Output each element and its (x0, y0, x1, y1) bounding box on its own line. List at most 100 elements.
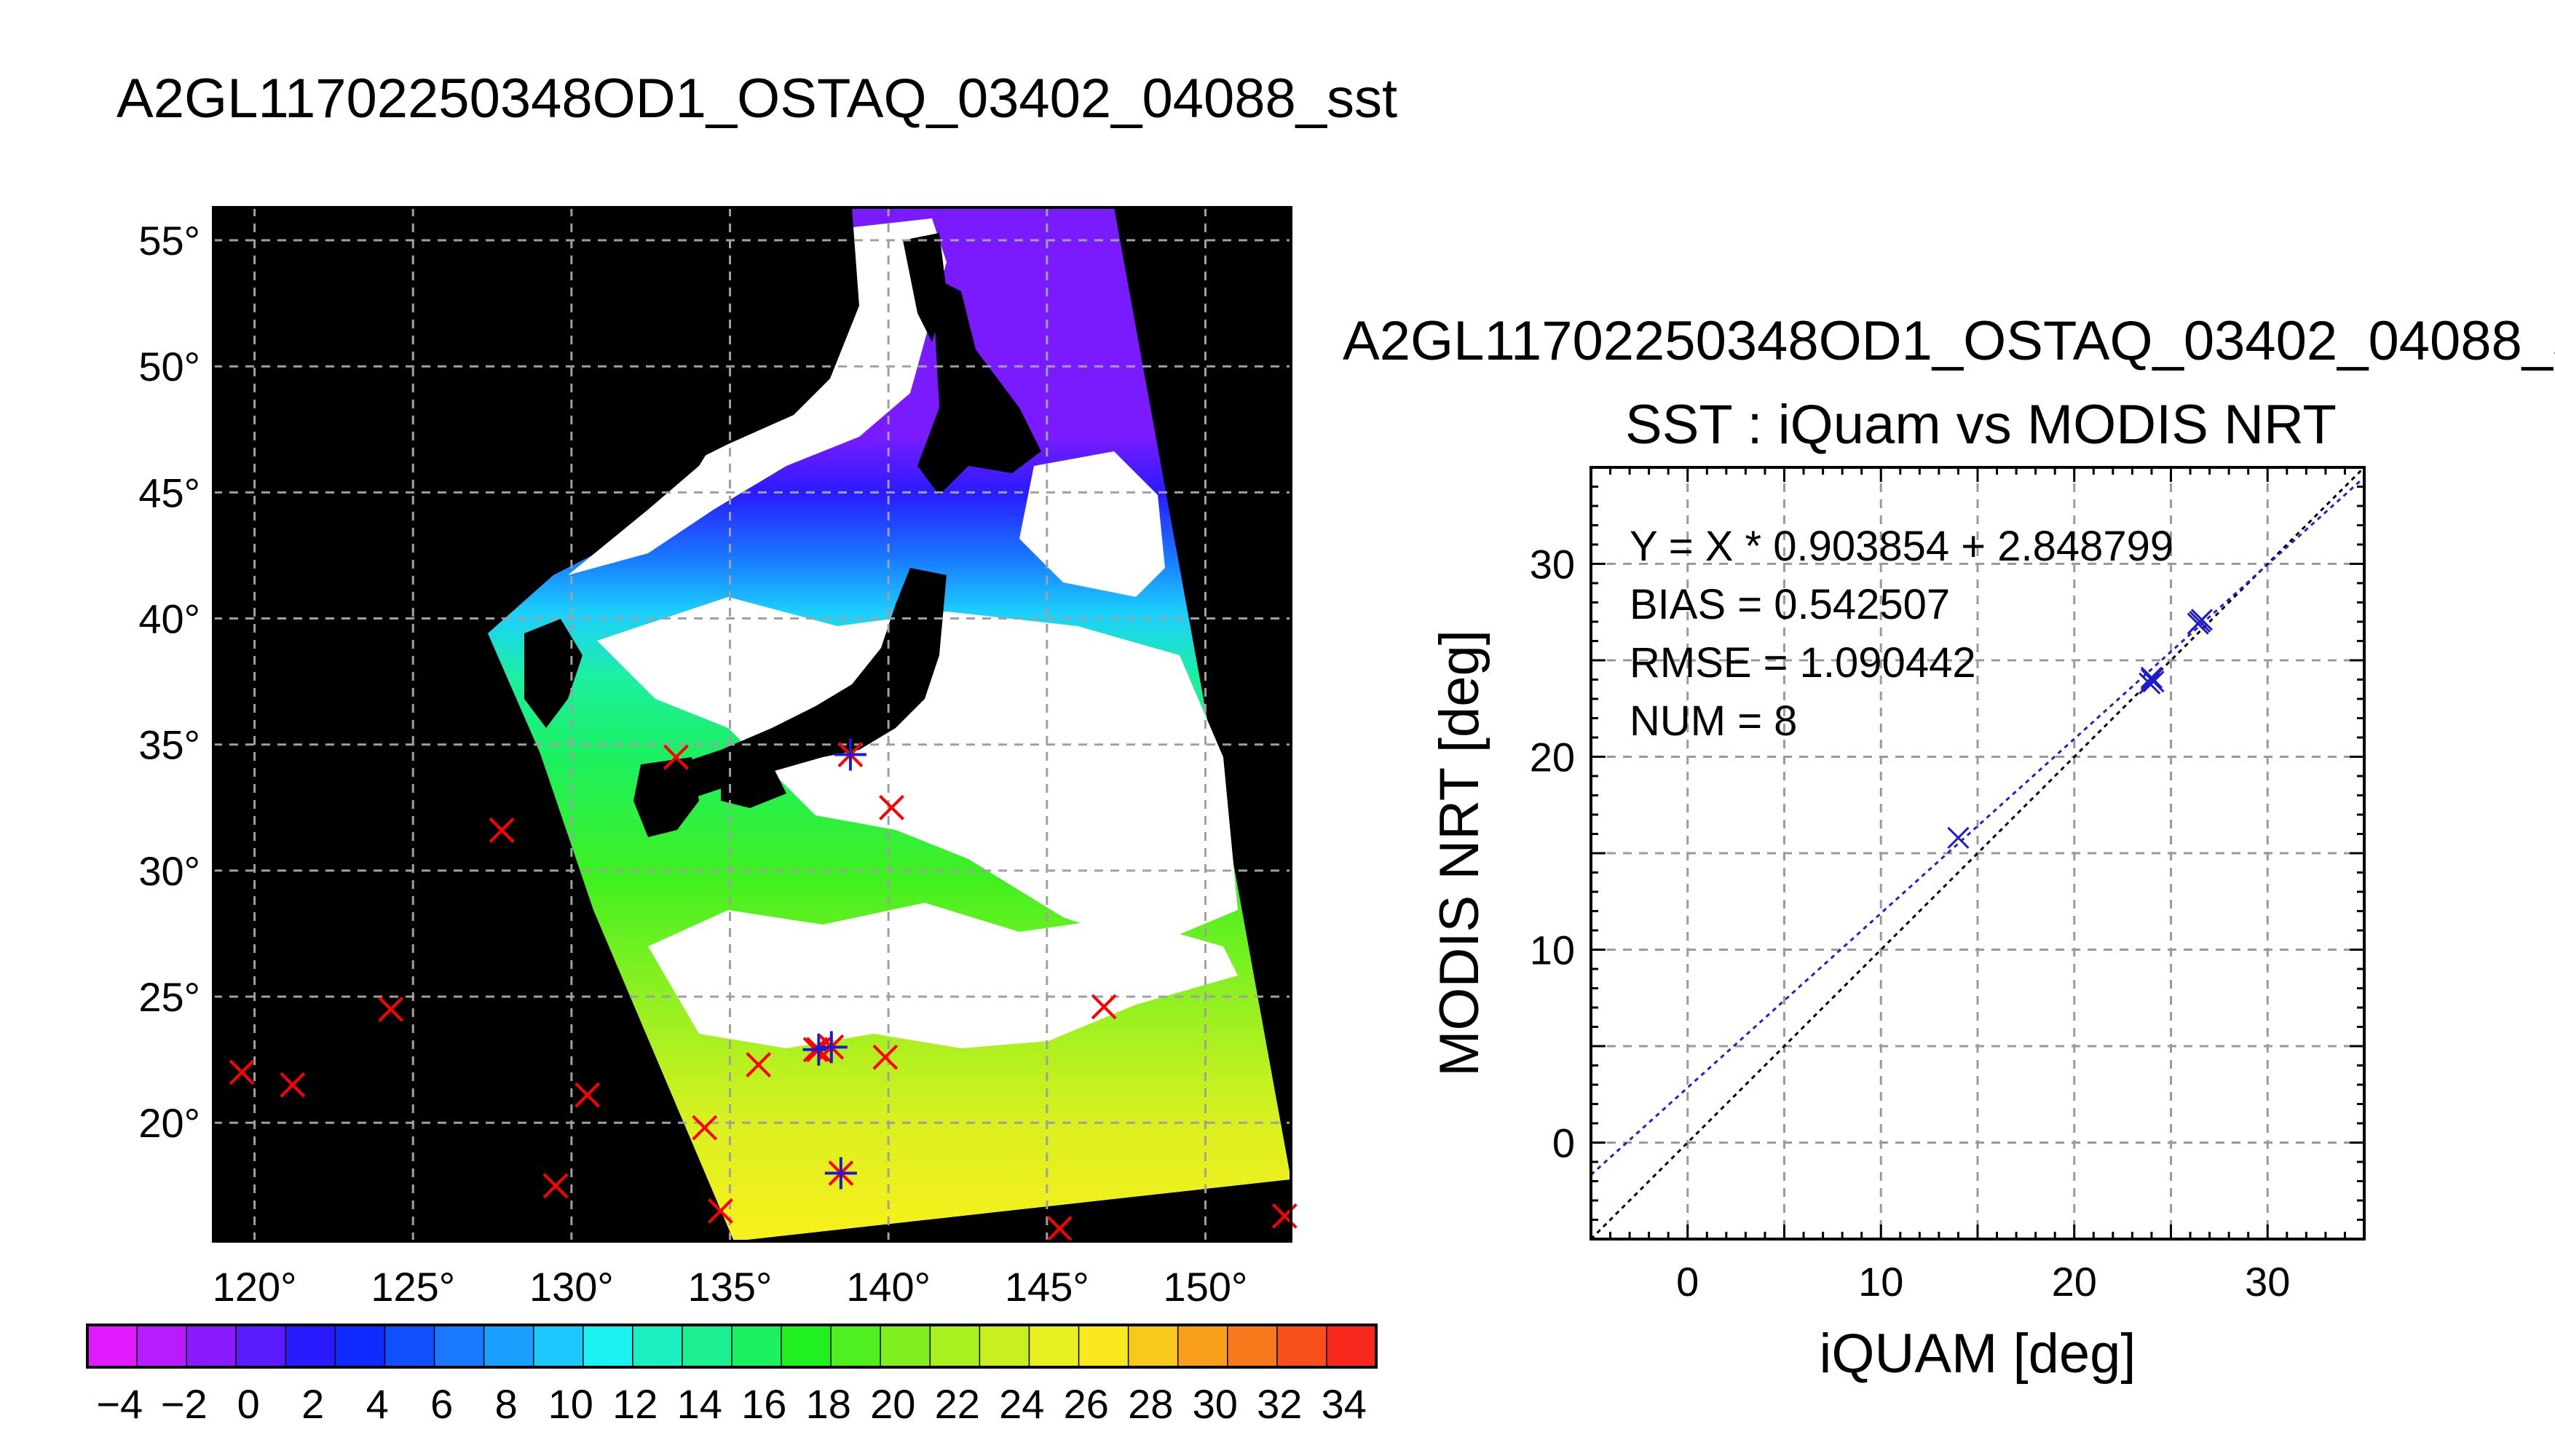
colorbar-swatch (235, 1324, 287, 1368)
land-kyushu (633, 757, 699, 837)
buoy-marker (663, 744, 689, 770)
x-tick-label: 10 (1858, 1259, 1903, 1305)
land-continent (524, 207, 859, 582)
colorbar-tick-label: 2 (301, 1381, 324, 1427)
colorbar-swatch (1326, 1324, 1378, 1368)
colorbar-swatch (1078, 1324, 1129, 1368)
y-tick-label: 10 (1530, 927, 1575, 973)
lon-tick-label: 135° (688, 1264, 773, 1310)
buoy-marker (1091, 994, 1117, 1020)
scatter-points (1947, 609, 2214, 849)
cloud-south (648, 903, 1238, 1048)
colorbar-swatch (583, 1324, 634, 1368)
buoy-marker (692, 1115, 718, 1141)
colorbar-tick-label: 34 (1322, 1381, 1367, 1427)
rmse-value: RMSE = 1.090442 (1630, 639, 1976, 687)
lon-tick-label: 150° (1164, 1264, 1248, 1310)
land-hokkaido (917, 277, 1041, 495)
x-axis-label: iQUAM [deg] (1819, 1323, 2136, 1385)
sst-map: 120° 125° 130° 135° 140° 145° 150° 20° 25° 30° 35°… (138, 206, 1298, 1310)
colorbar-tick-label: 32 (1257, 1381, 1302, 1427)
map-grid (213, 207, 1291, 1241)
buoy-marker (872, 1044, 899, 1070)
colorbar-swatch (880, 1324, 931, 1368)
colorbar-swatch (682, 1324, 733, 1368)
colorbar-tick-label: 24 (999, 1381, 1044, 1427)
colorbar-tick-label: 20 (870, 1381, 915, 1427)
colorbar: −4 −2 0 2 4 6 8 10 12 14 16 18 20 22 24 26 28 30 32 34 (86, 1324, 1378, 1427)
colorbar-swatch (532, 1324, 585, 1368)
page-title: A2GL11702250348OD1_OSTAQ_03402_04088_sst (117, 68, 1398, 130)
colorbar-swatch (433, 1324, 485, 1368)
scatter-frame (1590, 466, 2366, 1241)
y-tick-label: 30 (1530, 542, 1575, 587)
matched-marker (824, 1157, 857, 1190)
colorbar-swatch (1227, 1324, 1279, 1368)
scatter-point (2140, 666, 2163, 689)
cloud-east (1019, 451, 1165, 597)
buoy-marker (378, 996, 404, 1022)
scatter-title: SST : iQuam vs MODIS NRT (1625, 394, 2337, 456)
map-tick-labels: 120° 125° 130° 135° 140° 145° 150° 20° 25° 30° 35°… (138, 218, 1247, 1310)
buoy-marker (229, 1059, 255, 1085)
colorbar-swatch (1177, 1324, 1229, 1368)
lat-tick-label: 25° (138, 974, 200, 1020)
lon-tick-label: 130° (529, 1264, 614, 1310)
buoy-marker (489, 818, 515, 843)
lon-tick-label: 120° (213, 1264, 297, 1310)
lon-tick-label: 140° (846, 1264, 931, 1310)
buoy-marker (1046, 1216, 1073, 1242)
scatter-point (1947, 826, 1970, 849)
colorbar-tick-label: 10 (548, 1381, 593, 1427)
colorbar-swatch (1276, 1324, 1328, 1368)
colorbar-tick-label: 8 (495, 1381, 518, 1427)
colorbar-tick-label: 18 (806, 1381, 851, 1427)
colorbar-swatch (731, 1324, 783, 1368)
num-value: NUM = 8 (1630, 697, 1797, 745)
colorbar-swatch (632, 1324, 684, 1368)
matched-marker (834, 738, 866, 771)
colorbar-tick-label: 14 (677, 1381, 722, 1427)
y-axis-label: MODIS NRT [deg] (1429, 630, 1490, 1077)
y-tick-label: 0 (1552, 1120, 1575, 1166)
lat-tick-label: 50° (138, 344, 200, 389)
lat-tick-label: 55° (138, 218, 200, 264)
colorbar-tick-label: 4 (366, 1381, 389, 1427)
colorbar-swatch (979, 1324, 1030, 1368)
colorbar-swatch (483, 1324, 534, 1368)
colorbar-tick-label: 26 (1064, 1381, 1109, 1427)
colorbar-frame (86, 1324, 1378, 1369)
buoy-marker (746, 1052, 772, 1077)
map-markers (229, 738, 1298, 1242)
land-sakhalin (903, 233, 947, 342)
x-tick-label: 20 (2052, 1259, 2097, 1305)
matched-marker (815, 1031, 848, 1064)
colorbar-tick-label: −2 (161, 1381, 208, 1427)
scatter-plot: 0 10 20 30 0 10 20 30 Y = X * 0.903854 + 2.8487… (1429, 466, 2366, 1385)
buoy-marker (708, 1198, 733, 1224)
scatter-point (2187, 612, 2209, 635)
colorbar-tick-label: 0 (237, 1381, 260, 1427)
lat-tick-label: 45° (138, 470, 200, 515)
scatter-grid (1591, 467, 2364, 1239)
colorbar-tick-label: 6 (430, 1381, 453, 1427)
colorbar-swatch (285, 1324, 336, 1368)
colorbar-swatch (1127, 1324, 1179, 1368)
colorbar-tick-label: 12 (612, 1381, 657, 1427)
colorbar-swatch (136, 1324, 188, 1368)
colorbar-swatch (384, 1324, 435, 1368)
scatter-tick-labels: 0 10 20 30 0 10 20 30 (1530, 542, 2291, 1305)
land-shikoku (721, 764, 786, 808)
colorbar-tick-label: 16 (741, 1381, 786, 1427)
colorbar-tick-label: −4 (96, 1381, 143, 1427)
scatter-point (2140, 668, 2163, 691)
x-tick-label: 30 (2245, 1259, 2290, 1305)
x-tick-label: 0 (1676, 1259, 1699, 1305)
lat-tick-label: 20° (138, 1100, 200, 1146)
scatter-point (2139, 672, 2161, 695)
buoy-marker (574, 1082, 601, 1108)
colorbar-swatch (87, 1324, 138, 1368)
land-korea (524, 619, 583, 728)
lat-tick-label: 30° (138, 848, 200, 894)
